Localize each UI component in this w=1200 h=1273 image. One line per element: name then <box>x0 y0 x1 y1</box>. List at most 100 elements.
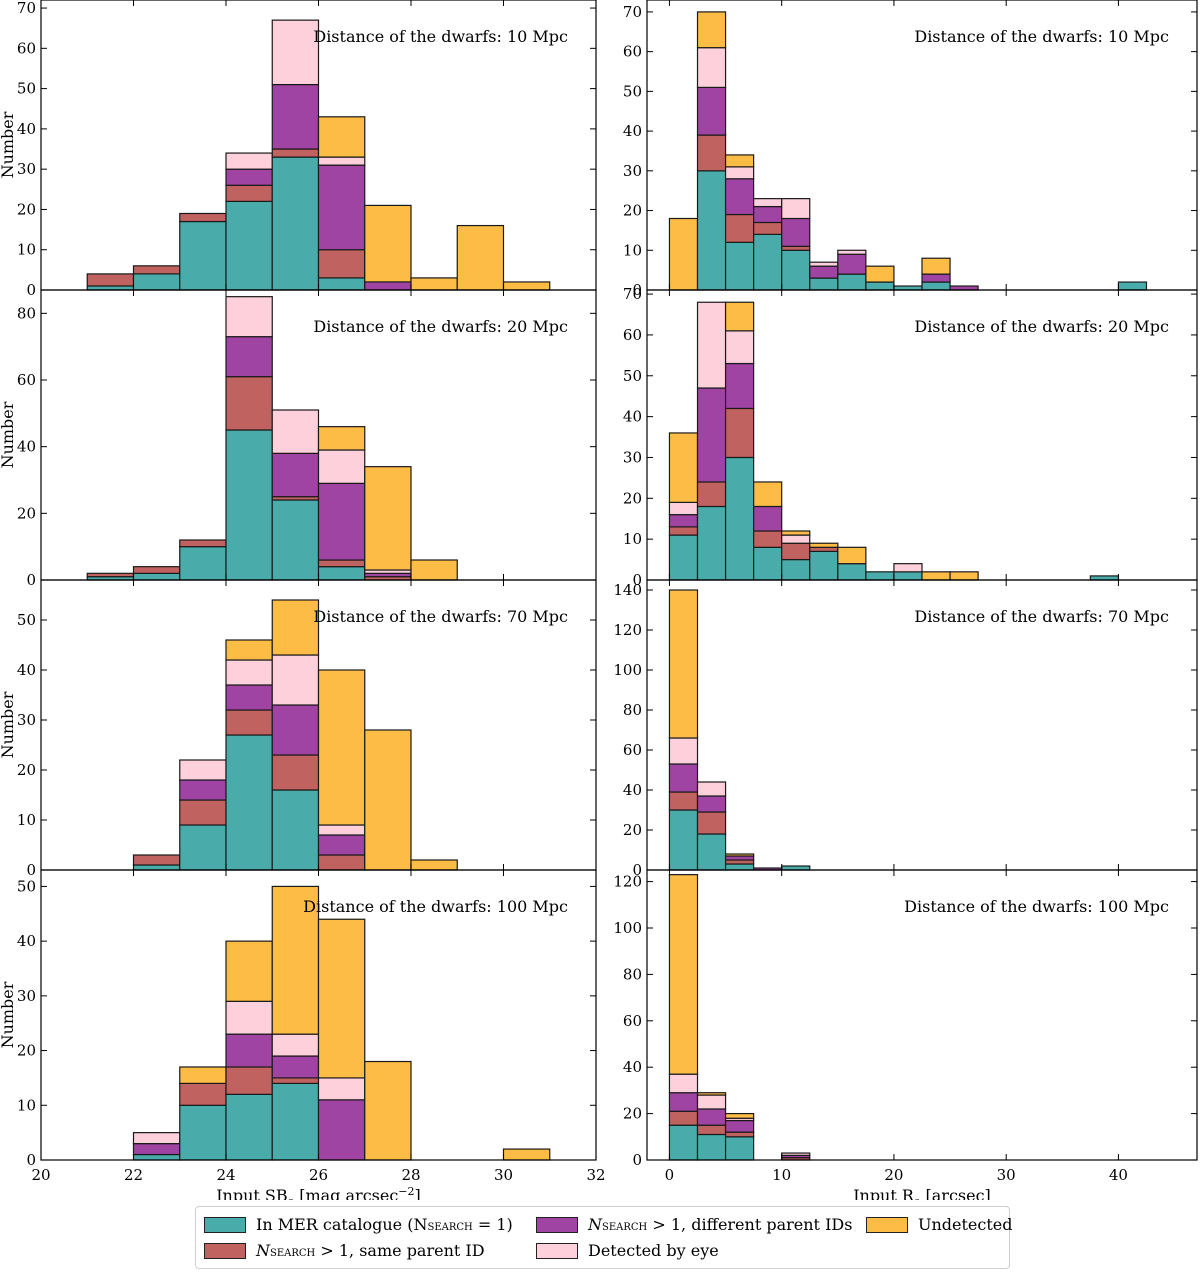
chart-title: Distance of the dwarfs: 100 Mpc <box>303 897 568 916</box>
bar-teal <box>317 566 366 581</box>
bar-orange <box>225 639 273 661</box>
y-tick-label: 30 <box>17 987 36 1005</box>
bar-teal <box>753 546 783 581</box>
legend-swatch-pink <box>536 1242 578 1259</box>
bar-red <box>668 1110 699 1126</box>
bar-teal <box>179 220 227 291</box>
bar-red <box>724 1131 755 1138</box>
chart-title: Distance of the dwarfs: 100 Mpc <box>904 897 1169 916</box>
y-axis-label: Number <box>0 691 17 758</box>
bar-orange <box>410 277 458 291</box>
bar-red <box>696 134 727 172</box>
bar-purple <box>225 684 273 711</box>
bar-orange <box>410 559 458 581</box>
y-tick-label: 50 <box>17 80 36 98</box>
bar-orange <box>502 1148 551 1161</box>
bar-purple <box>696 387 727 483</box>
bar-red <box>696 811 727 835</box>
axes-frame <box>646 869 1198 1161</box>
bar-orange <box>809 542 839 548</box>
bar-orange <box>317 918 366 1079</box>
bar-pink <box>781 1152 811 1156</box>
bar-purple <box>132 1142 181 1156</box>
chart-panel-right-0: 0 10 20 30 40 50 60 70 Distance of the dwarfs: 1… <box>623 0 1198 299</box>
legend-item-purple: NSEARCH > 1, different parent IDs <box>536 1215 852 1234</box>
bar-orange <box>949 571 979 581</box>
legend-item-teal: In MER catalogue (NSEARCH = 1) <box>204 1215 513 1234</box>
bar-teal <box>132 572 181 581</box>
bar-purple <box>271 452 320 498</box>
bar-red <box>317 249 366 279</box>
y-tick-label: 0 <box>26 861 36 879</box>
bar-teal <box>132 273 181 291</box>
legend-swatch-purple <box>536 1216 578 1233</box>
legend: In MER catalogue (NSEARCH = 1) NSEARCH >… <box>195 1206 1013 1269</box>
y-tick-label: 20 <box>623 202 642 220</box>
bar-orange <box>668 874 699 1075</box>
bar-red <box>225 709 273 736</box>
bar-red <box>753 221 783 235</box>
bar-orange <box>317 426 366 451</box>
y-tick-label: 20 <box>17 761 36 779</box>
bar-teal <box>225 734 273 871</box>
x-tick-label: 32 <box>586 1166 605 1184</box>
bar-orange <box>865 265 895 283</box>
y-tick-label: 50 <box>17 611 36 629</box>
bar-red <box>132 566 181 574</box>
bar-purple <box>317 834 366 856</box>
bar-purple <box>921 273 951 283</box>
bar-purple <box>225 336 273 378</box>
bar-purple <box>179 779 227 801</box>
legend-label-pink: Detected by eye <box>588 1241 719 1260</box>
y-tick-label: 20 <box>623 1105 642 1123</box>
bar-red <box>179 1082 227 1106</box>
legend-label-orange: Undetected <box>918 1215 1013 1234</box>
bar-pink <box>696 1094 727 1110</box>
bar-pink <box>179 759 227 781</box>
bar-teal <box>271 1082 320 1161</box>
bar-teal <box>668 809 699 871</box>
chart-panel-right-2: 0 20 40 60 80 100 120 140 Distance of the dwarfs… <box>613 579 1198 879</box>
bar-teal <box>865 571 895 581</box>
chart-panel-left-0: 0 10 20 30 40 50 60 70 Distance of the dwarfs: 1… <box>0 0 597 299</box>
bar-teal <box>179 824 227 871</box>
bar-red <box>668 526 699 536</box>
y-tick-label: 10 <box>17 811 36 829</box>
legend-label-teal: In MER catalogue (NSEARCH = 1) <box>256 1215 513 1234</box>
bar-pink <box>317 449 366 484</box>
bar-orange <box>179 1066 227 1084</box>
bar-pink <box>696 47 727 88</box>
bar-red <box>696 1124 727 1136</box>
bar-pink <box>317 824 366 836</box>
y-tick-label: 10 <box>623 530 642 548</box>
y-tick-label: 30 <box>623 448 642 466</box>
bar-teal <box>668 534 699 581</box>
bar-purple <box>317 482 366 561</box>
bar-red <box>809 546 839 553</box>
chart-title: Distance of the dwarfs: 10 Mpc <box>914 27 1169 46</box>
bar-teal <box>86 285 135 291</box>
chart-panel-right-1: 0 10 20 30 40 50 60 70 Distance of the dwarfs: 2… <box>623 285 1198 589</box>
bar-purple <box>696 86 727 136</box>
x-axis-label: Input Re [arcsec] <box>853 1186 991 1200</box>
y-tick-label: 20 <box>623 489 642 507</box>
bar-pink <box>225 152 273 170</box>
y-tick-label: 70 <box>623 285 642 303</box>
bar-orange <box>271 599 320 656</box>
bar-pink <box>317 1077 366 1101</box>
bar-red <box>225 1066 273 1095</box>
bar-pink <box>271 1033 320 1057</box>
y-tick-label: 50 <box>623 82 642 100</box>
bar-teal <box>696 833 727 871</box>
bar-orange <box>837 546 867 565</box>
y-tick-label: 60 <box>17 371 36 389</box>
bar-orange <box>696 11 727 49</box>
bar-red <box>132 265 181 275</box>
bar-orange <box>724 301 755 332</box>
bar-teal <box>668 1124 699 1161</box>
y-tick-label: 40 <box>17 438 36 456</box>
bar-pink <box>696 781 727 797</box>
y-tick-label: 140 <box>613 581 642 599</box>
bar-teal <box>753 233 783 291</box>
bar-teal <box>809 550 839 581</box>
